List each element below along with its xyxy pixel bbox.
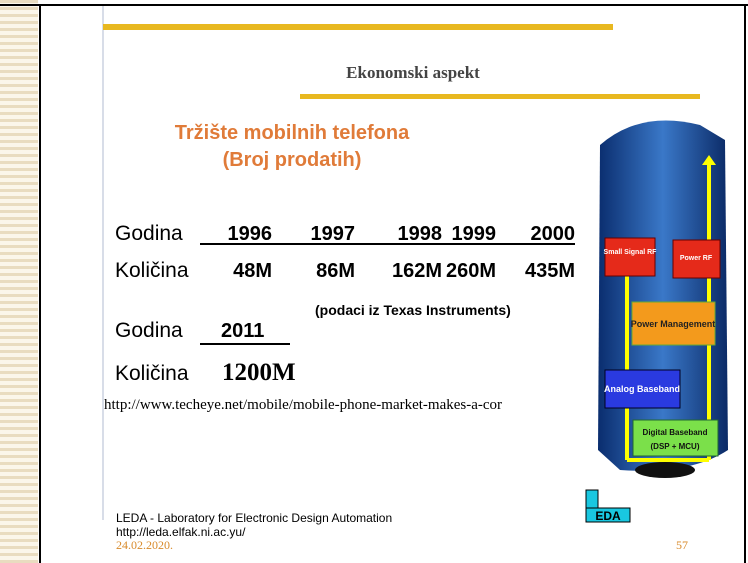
table-cell: 48M	[233, 260, 272, 282]
table-cell: 1999	[452, 223, 497, 245]
table-cell: 1998	[398, 223, 443, 245]
table-cell: 2000	[531, 223, 576, 245]
block-label: Digital Baseband	[643, 428, 708, 437]
antenna	[702, 155, 716, 165]
block-box	[672, 239, 721, 279]
block-label: Power Management	[631, 319, 716, 329]
table-cell: 1996	[228, 223, 273, 245]
footer-date: 24.02.2020.	[116, 538, 173, 552]
phone-base	[635, 462, 695, 478]
phone-illustration: Small Signal RF Power RF Power Managemen…	[598, 120, 728, 478]
block-label: Analog Baseband	[604, 384, 680, 394]
eda-logo: EDA	[585, 489, 631, 523]
block-box	[632, 419, 719, 457]
footer-lab: LEDA - Laboratory for Electronic Design …	[116, 511, 392, 525]
subtitle: Tržište mobilnih telefona	[175, 122, 410, 144]
table-cell: 1997	[311, 223, 356, 245]
year: 2011	[221, 320, 264, 342]
logo-text: EDA	[595, 509, 621, 523]
block-box	[604, 369, 681, 409]
table-cell: 260M	[446, 260, 496, 282]
amount: 1200M	[222, 359, 296, 386]
source-note: (podaci iz Texas Instruments)	[315, 302, 511, 318]
logo-box	[585, 507, 631, 523]
slide-title: Ekonomski aspekt	[346, 63, 480, 82]
row-label: Godina	[115, 222, 183, 245]
page-number: 57	[676, 538, 688, 552]
block-box	[604, 237, 656, 277]
block-label: Power RF	[680, 255, 713, 262]
title-bar-bottom	[300, 94, 700, 99]
block-box	[631, 301, 716, 346]
side-stripes	[0, 0, 38, 563]
sales-table: Godina 1996 1997 1998 1999 2000 Količina 48M 86M…	[115, 222, 575, 282]
table-cell: 435M	[525, 260, 575, 282]
title-bar-top	[103, 24, 613, 30]
footer-site: http://leda.elfak.ni.ac.yu/	[116, 525, 246, 539]
subtitle: (Broj prodatih)	[223, 149, 362, 171]
table-cell: 162M	[392, 260, 442, 282]
table-cell: 86M	[316, 260, 355, 282]
block-label: Small Signal RF	[604, 249, 658, 256]
row-label: Količina	[115, 362, 189, 385]
row-label: Količina	[115, 259, 189, 282]
row-label: Godina	[115, 319, 183, 342]
block-label: (DSP + MCU)	[651, 442, 700, 451]
url: http://www.techeye.net/mobile/mobile-pho…	[104, 397, 502, 413]
